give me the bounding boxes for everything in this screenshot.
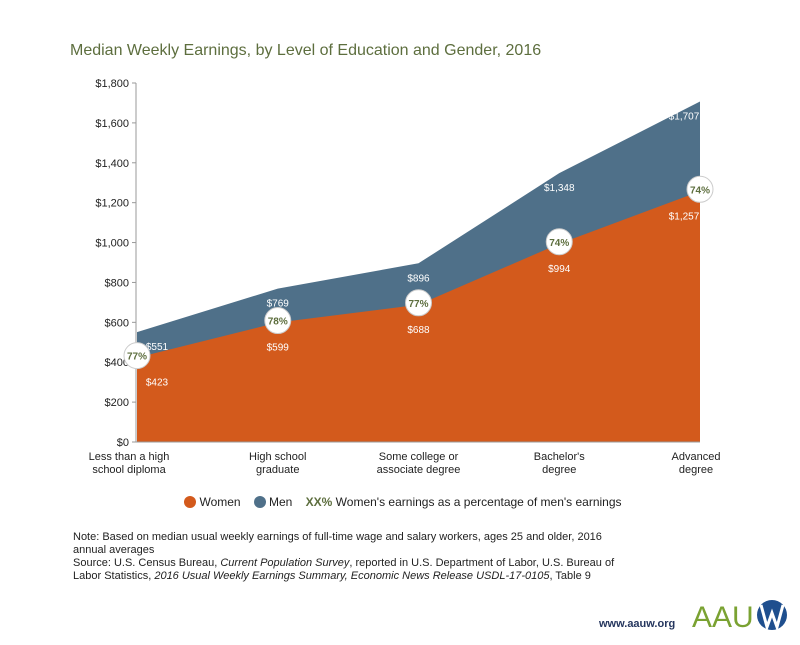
women-value-label: $688 bbox=[407, 325, 430, 336]
area-chart: $0 $200 $400 $600 $800 $1,000 $1,200 $1,400 $1,6… bbox=[89, 78, 721, 476]
source-survey: Current Population Survey bbox=[220, 557, 350, 569]
ratio-circle bbox=[405, 289, 432, 317]
men-value-label: $551 bbox=[146, 342, 169, 353]
source-middle: , reported in U.S. Department of Labor, … bbox=[73, 557, 615, 582]
legend-ratio-key: XX% bbox=[305, 494, 333, 509]
legend-women-label: Women bbox=[199, 494, 241, 509]
men-value-label: $896 bbox=[407, 273, 430, 284]
women-value-label: $994 bbox=[548, 264, 571, 275]
women-value-label: $423 bbox=[146, 378, 169, 389]
y-tick-label: $600 bbox=[105, 317, 129, 329]
x-tick-label: degree bbox=[679, 464, 713, 476]
source-prefix: Source: U.S. Census Bureau, bbox=[73, 557, 221, 569]
y-tick-label: $1,200 bbox=[95, 198, 129, 210]
x-tick-label: High school bbox=[249, 451, 306, 463]
y-tick-label: $200 bbox=[105, 397, 129, 409]
ratio-circle bbox=[545, 228, 573, 256]
aauw-logo: AAU bbox=[692, 600, 787, 633]
y-tick-label: $0 bbox=[117, 437, 129, 449]
ratio-label: 78% bbox=[268, 317, 288, 328]
legend-men-label: Men bbox=[268, 494, 293, 509]
men-value-label: $1,707 bbox=[669, 112, 700, 123]
chart-title: Median Weekly Earnings, by Level of Educ… bbox=[70, 42, 542, 59]
y-tick-label: $1,000 bbox=[95, 238, 129, 250]
x-tick-label: Some college or bbox=[379, 451, 459, 463]
y-tick-label: $1,600 bbox=[95, 118, 129, 130]
legend-ratio-text: Women's earnings as a percentage of men'… bbox=[335, 494, 622, 509]
x-tick-label: Bachelor's bbox=[534, 451, 586, 463]
footer-url[interactable]: www.aauw.org bbox=[599, 618, 676, 630]
x-tick-label: associate degree bbox=[377, 464, 461, 476]
women-value-label: $1,257 bbox=[669, 211, 700, 222]
legend-women-swatch bbox=[184, 495, 197, 508]
ratio-label: 74% bbox=[549, 238, 569, 249]
men-value-label: $1,348 bbox=[544, 183, 575, 194]
svg-text:AAU: AAU bbox=[692, 601, 754, 633]
ratio-circle bbox=[686, 175, 714, 203]
ratio-label: 77% bbox=[408, 299, 428, 310]
legend-men-swatch bbox=[253, 495, 266, 508]
men-value-label: $769 bbox=[267, 299, 290, 310]
note-text: Note: Based on median usual weekly earni… bbox=[73, 531, 602, 556]
x-tick-label: degree bbox=[542, 464, 576, 476]
x-tick-label: school diploma bbox=[92, 464, 166, 476]
x-tick-label: Advanced bbox=[672, 451, 721, 463]
ratio-label: 74% bbox=[690, 185, 710, 196]
ratio-circle bbox=[264, 307, 292, 335]
notes: Note: Based on median usual weekly earni… bbox=[73, 531, 633, 583]
x-tick-label: Less than a high bbox=[89, 451, 170, 463]
source-report: 2016 Usual Weekly Earnings Summary, Econ… bbox=[154, 570, 550, 582]
ratio-label: 77% bbox=[127, 352, 147, 363]
y-tick-label: $800 bbox=[105, 277, 129, 289]
x-tick-label: graduate bbox=[256, 464, 299, 476]
women-value-label: $599 bbox=[267, 343, 290, 354]
y-tick-label: $400 bbox=[105, 357, 129, 369]
y-tick-label: $1,800 bbox=[95, 78, 129, 90]
source-text: Source: U.S. Census Bureau, Current Popu… bbox=[73, 557, 633, 583]
y-tick-label: $1,400 bbox=[95, 158, 129, 170]
ratio-circle bbox=[123, 342, 151, 370]
legend: Women Men XX% Women's earnings as a perc… bbox=[0, 494, 800, 509]
source-suffix: , Table 9 bbox=[549, 570, 591, 582]
